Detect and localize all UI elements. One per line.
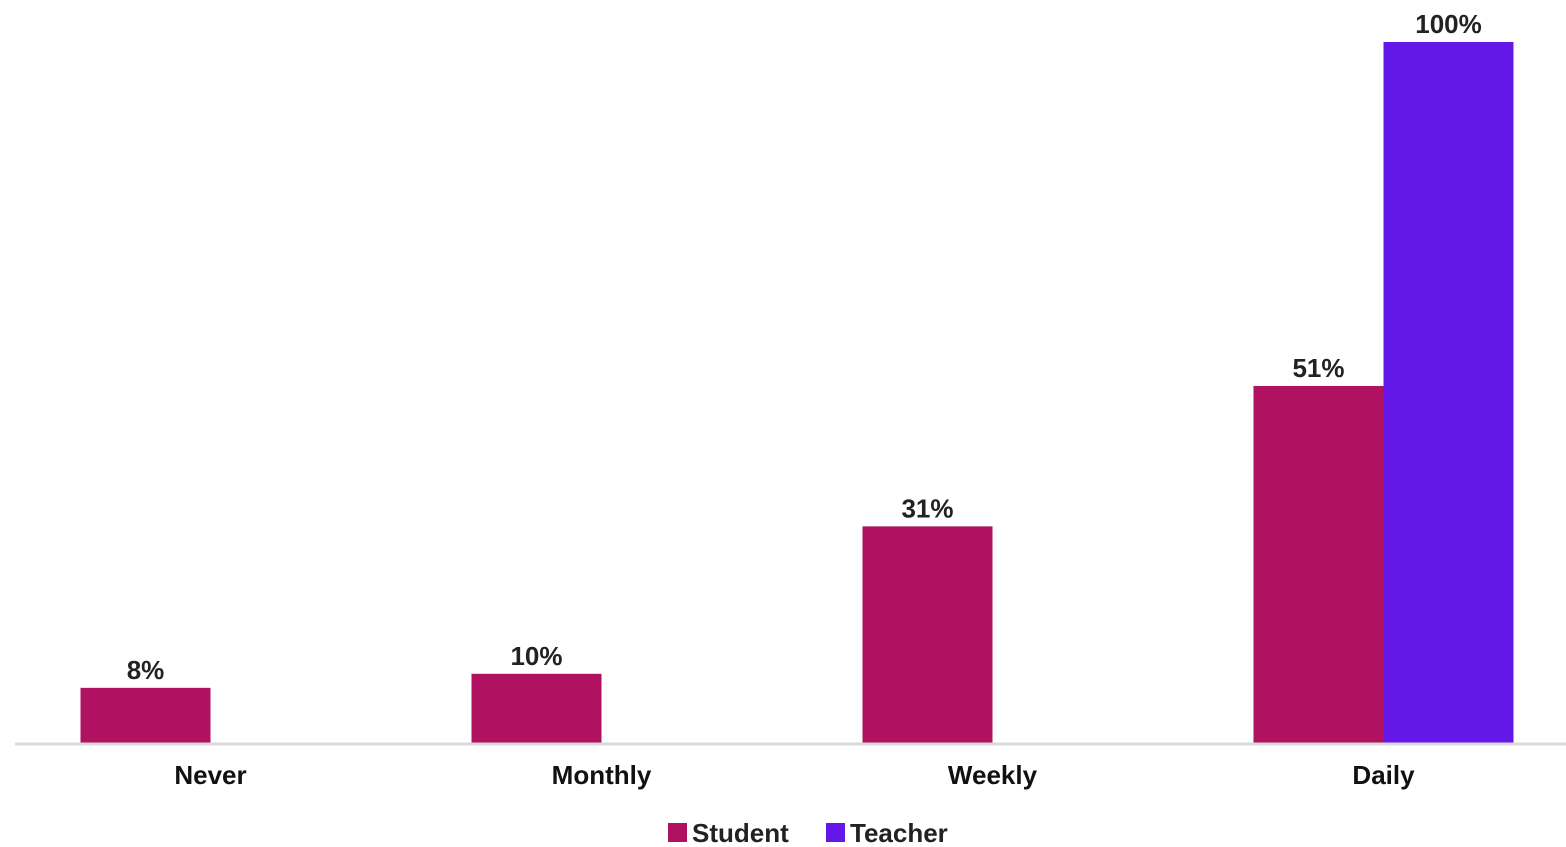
data-label-student-monthly: 10% [510,641,562,671]
legend-swatch-teacher [826,823,845,842]
data-label-student-weekly: 31% [901,493,953,523]
legend-label-teacher: Teacher [850,818,948,847]
x-tick-labels: Never Monthly Weekly Daily [174,760,1415,790]
bar-student-monthly [471,673,602,744]
bar-teacher-daily [1383,42,1514,744]
x-tick-label-never: Never [174,760,246,790]
x-tick-label-weekly: Weekly [948,760,1038,790]
bar-student-weekly [862,526,993,744]
bar-student-daily [1253,385,1384,744]
x-tick-label-daily: Daily [1352,760,1415,790]
bars-layer [80,42,1514,744]
legend-swatch-student [668,823,687,842]
legend-label-student: Student [692,818,789,847]
data-labels-layer: 8% 10% 31% 51% 100% [127,9,1482,685]
bar-student-never [80,687,211,744]
data-label-student-daily: 51% [1292,353,1344,383]
data-label-student-never: 8% [127,655,165,685]
legend: Student Teacher [668,818,948,847]
data-label-teacher-daily: 100% [1415,9,1482,39]
x-tick-label-monthly: Monthly [552,760,652,790]
